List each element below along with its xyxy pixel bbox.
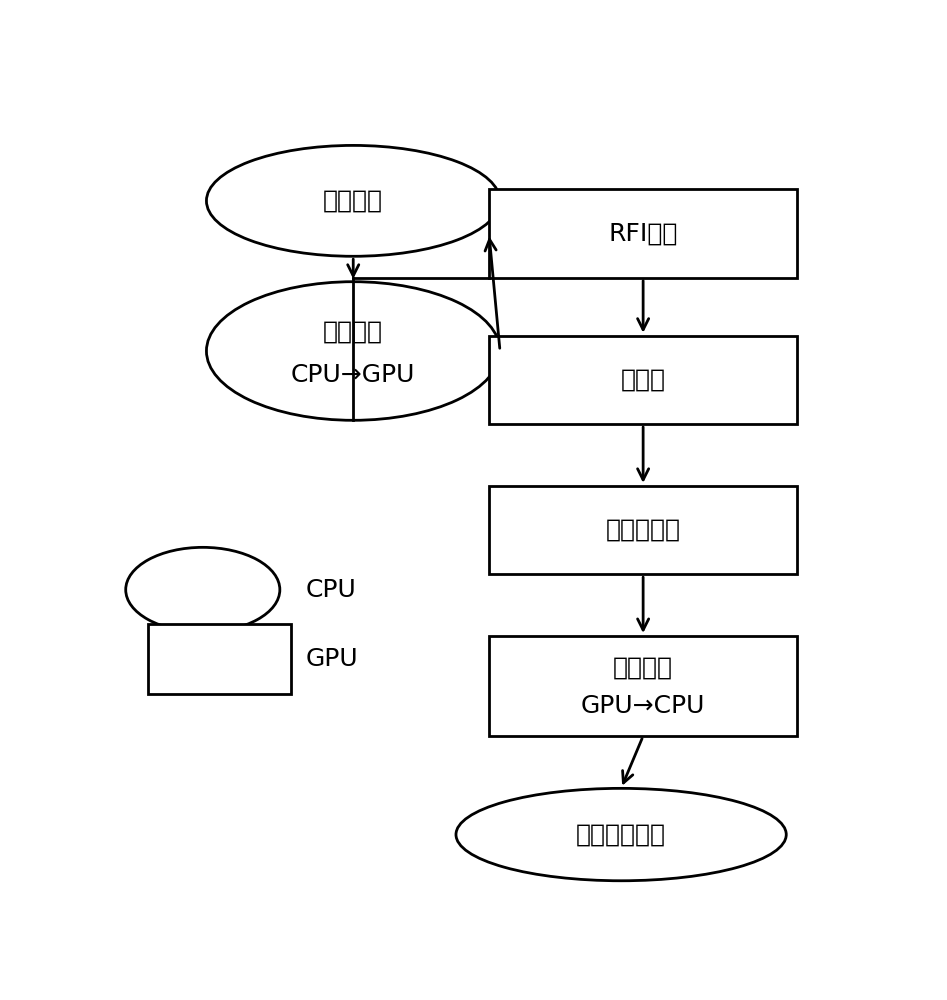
Text: 消色散: 消色散: [620, 368, 666, 392]
Bar: [489, 486, 797, 574]
Bar: [489, 336, 797, 424]
Text: 数据读取: 数据读取: [323, 189, 384, 213]
Text: 数据拷贝: 数据拷贝: [613, 656, 673, 680]
Bar: [489, 189, 797, 278]
Text: GPU: GPU: [306, 647, 358, 671]
Ellipse shape: [206, 282, 500, 420]
Bar: [148, 624, 291, 694]
Ellipse shape: [126, 547, 280, 632]
Text: 数据拷贝: 数据拷贝: [323, 320, 384, 344]
Text: 候选体搜寻: 候选体搜寻: [606, 518, 681, 542]
Bar: [489, 636, 797, 736]
Text: RFI消除: RFI消除: [608, 222, 678, 246]
Text: CPU: CPU: [306, 578, 356, 602]
Ellipse shape: [206, 145, 500, 256]
Text: 搜寻结果保存: 搜寻结果保存: [576, 823, 666, 847]
Ellipse shape: [456, 788, 786, 881]
Text: CPU→GPU: CPU→GPU: [291, 363, 416, 387]
Text: GPU→CPU: GPU→CPU: [581, 694, 706, 718]
